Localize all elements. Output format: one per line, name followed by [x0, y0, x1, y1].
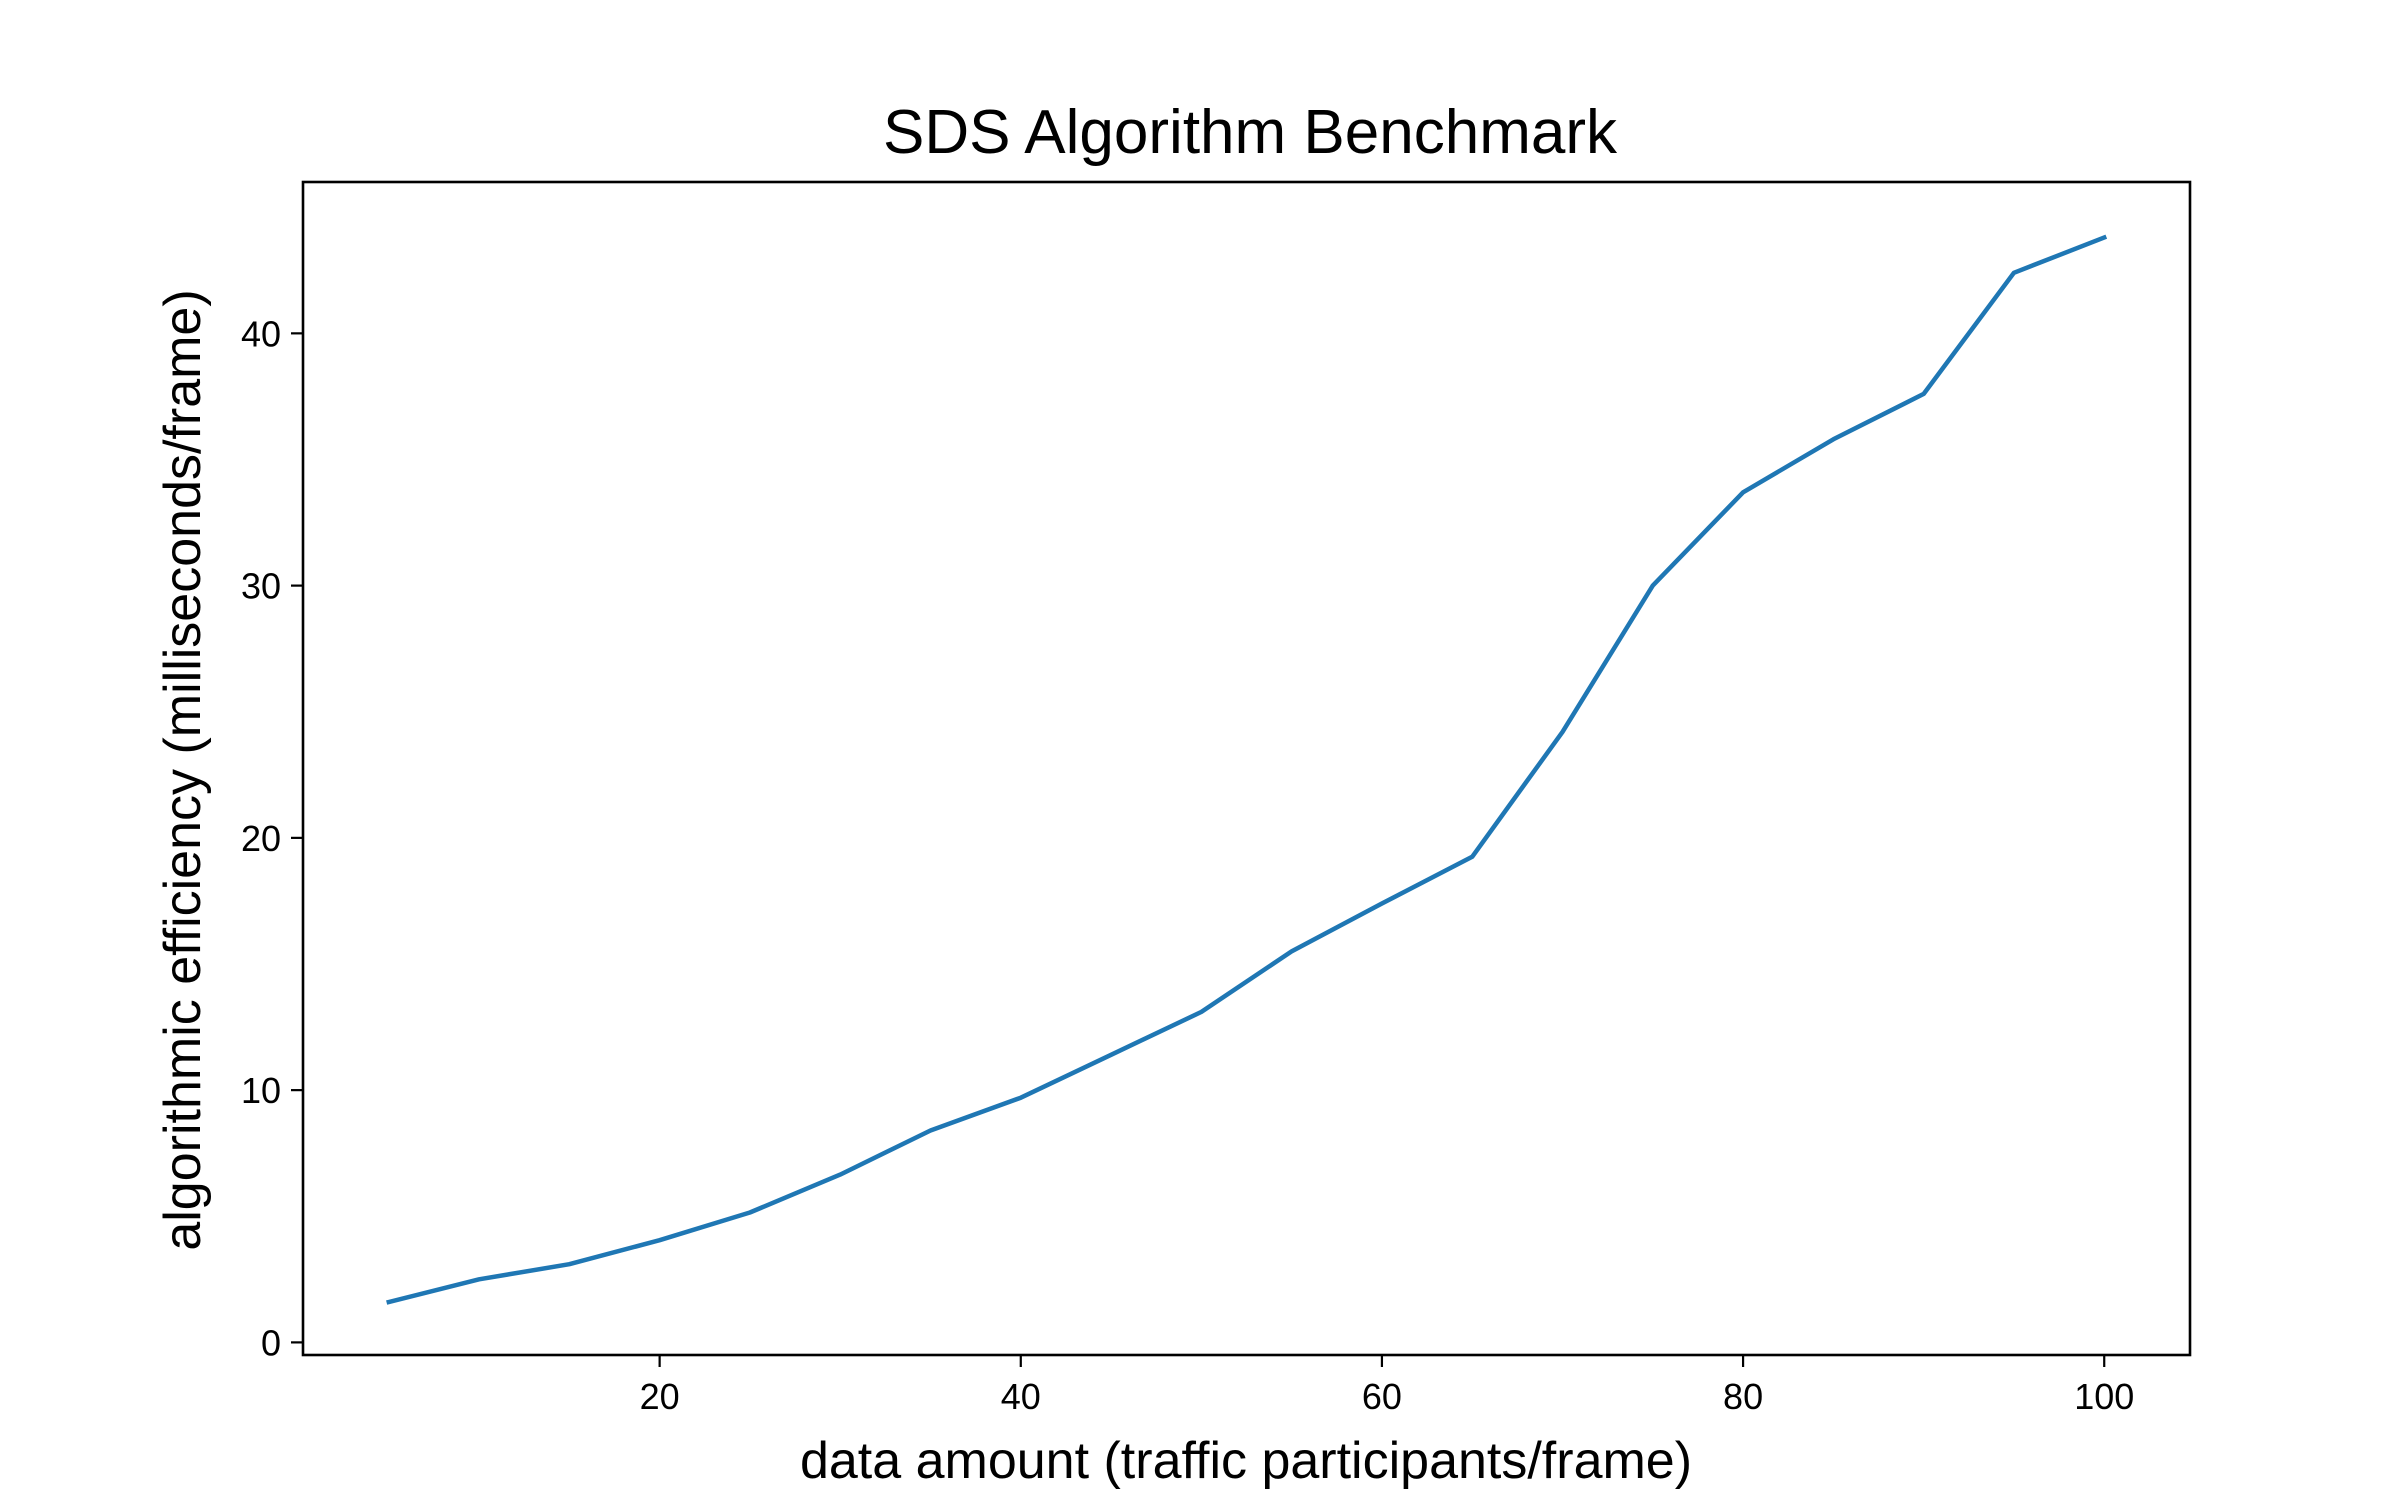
y-tick-label: 40 [241, 313, 281, 354]
x-axis-ticks: 20 40 60 80 100 [640, 1355, 2134, 1417]
y-tick-label: 0 [261, 1322, 281, 1363]
x-tick-label: 40 [1001, 1376, 1041, 1417]
x-axis-label: data amount (traffic participants/frame) [800, 1432, 1692, 1490]
chart-title: SDS Algorithm Benchmark [883, 98, 1618, 167]
x-tick-label: 20 [640, 1376, 680, 1417]
x-tick-label: 80 [1723, 1376, 1763, 1417]
y-tick-label: 20 [241, 818, 281, 859]
x-tick-label: 100 [2074, 1376, 2134, 1417]
y-axis-label: algorithmic efficiency (milliseconds/fra… [154, 289, 212, 1250]
series-layer [386, 234, 2108, 1305]
series-line [386, 234, 2108, 1305]
plot-area-frame [301, 180, 2192, 1357]
x-tick-label: 60 [1362, 1376, 1402, 1417]
y-tick-label: 10 [241, 1070, 281, 1111]
y-tick-label: 30 [241, 566, 281, 607]
y-axis-ticks: 0 10 20 30 40 [241, 313, 303, 1363]
